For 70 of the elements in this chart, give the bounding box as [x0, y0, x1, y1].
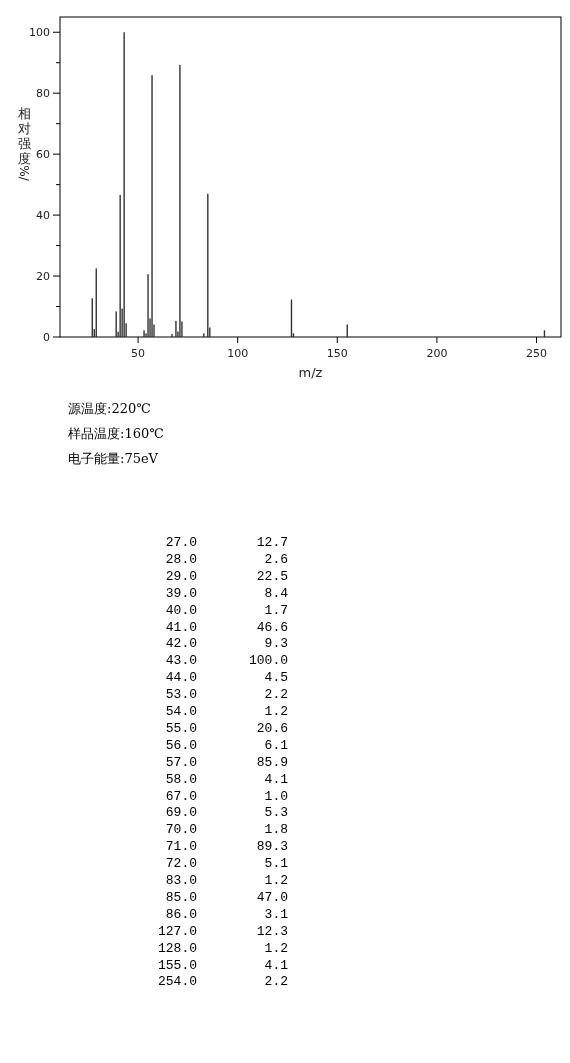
y-axis-title: 相对强度%/	[17, 106, 31, 182]
text: 样品温度:160℃	[68, 426, 164, 441]
text: 1.0	[264, 788, 288, 804]
text: 127.0	[157, 923, 197, 939]
text: 20.6	[256, 720, 288, 736]
text: 4.5	[264, 670, 288, 686]
text: 2.2	[264, 687, 288, 703]
text: 29.0	[165, 568, 197, 584]
y-tick-label: 60	[36, 148, 50, 162]
text: 72.0	[165, 856, 197, 872]
text: 39.0	[165, 585, 197, 601]
y-tick-label: 0	[43, 331, 50, 344]
text: 12.7	[256, 535, 288, 550]
text: 71.0	[165, 839, 197, 855]
text: 源温度:220℃	[68, 401, 151, 416]
text: 41.0	[165, 619, 197, 635]
text: 85.0	[165, 889, 197, 905]
text: 2.6	[264, 551, 288, 567]
x-tick-label: 150	[326, 347, 348, 360]
x-tick-label: 100	[227, 347, 249, 360]
text: 89.3	[256, 839, 288, 855]
text: 58.0	[165, 771, 197, 787]
text: 254.0	[157, 974, 197, 990]
text: 8.4	[264, 585, 289, 601]
text: 28.0	[165, 551, 197, 567]
y-tick-label: 20	[36, 270, 50, 284]
text: 86.0	[165, 906, 197, 922]
text: 85.9	[256, 754, 288, 770]
text: 5.3	[264, 805, 288, 821]
text: 69.0	[165, 805, 197, 821]
text: 1.7	[264, 602, 288, 618]
text: 1.2	[264, 704, 288, 719]
y-tick-label: 80	[36, 87, 50, 101]
text: 4.1	[264, 957, 289, 973]
text: 6.1	[264, 737, 289, 753]
text: 1.2	[264, 940, 288, 956]
y-tick-label: 40	[36, 209, 50, 223]
x-tick-label: 250	[526, 347, 547, 360]
x-axis-title: m/z	[298, 365, 323, 380]
text: 1.8	[264, 822, 288, 838]
text: 70.0	[165, 822, 197, 838]
text: 83.0	[165, 873, 197, 888]
text: 2.2	[264, 974, 288, 990]
text: 12.3	[256, 923, 288, 939]
text: 3.1	[264, 906, 289, 922]
text: 56.0	[165, 737, 197, 753]
text: 53.0	[165, 687, 197, 703]
text: 5.1	[264, 856, 289, 872]
text: 27.0	[165, 535, 197, 550]
text: 9.3	[264, 636, 288, 652]
y-tick-label: 100	[29, 26, 50, 40]
text: 46.6	[256, 619, 288, 635]
text: 44.0	[165, 670, 197, 686]
text: 128.0	[157, 940, 197, 956]
text: 155.0	[157, 957, 197, 973]
text: 55.0	[165, 720, 197, 736]
text: 43.0	[165, 653, 197, 669]
text: 54.0	[165, 704, 197, 719]
text: 47.0	[256, 889, 288, 905]
text: 57.0	[165, 754, 197, 770]
text: 1.2	[264, 873, 288, 888]
text: 4.1	[264, 771, 289, 787]
text: 22.5	[256, 568, 288, 584]
text: 40.0	[165, 602, 197, 618]
text: 42.0	[165, 636, 197, 652]
text: 100.0	[248, 653, 288, 669]
text: 电子能量:75eV	[68, 451, 159, 466]
x-tick-label: 200	[426, 347, 448, 360]
x-tick-label: 50	[131, 347, 146, 360]
text: 67.0	[165, 788, 197, 804]
